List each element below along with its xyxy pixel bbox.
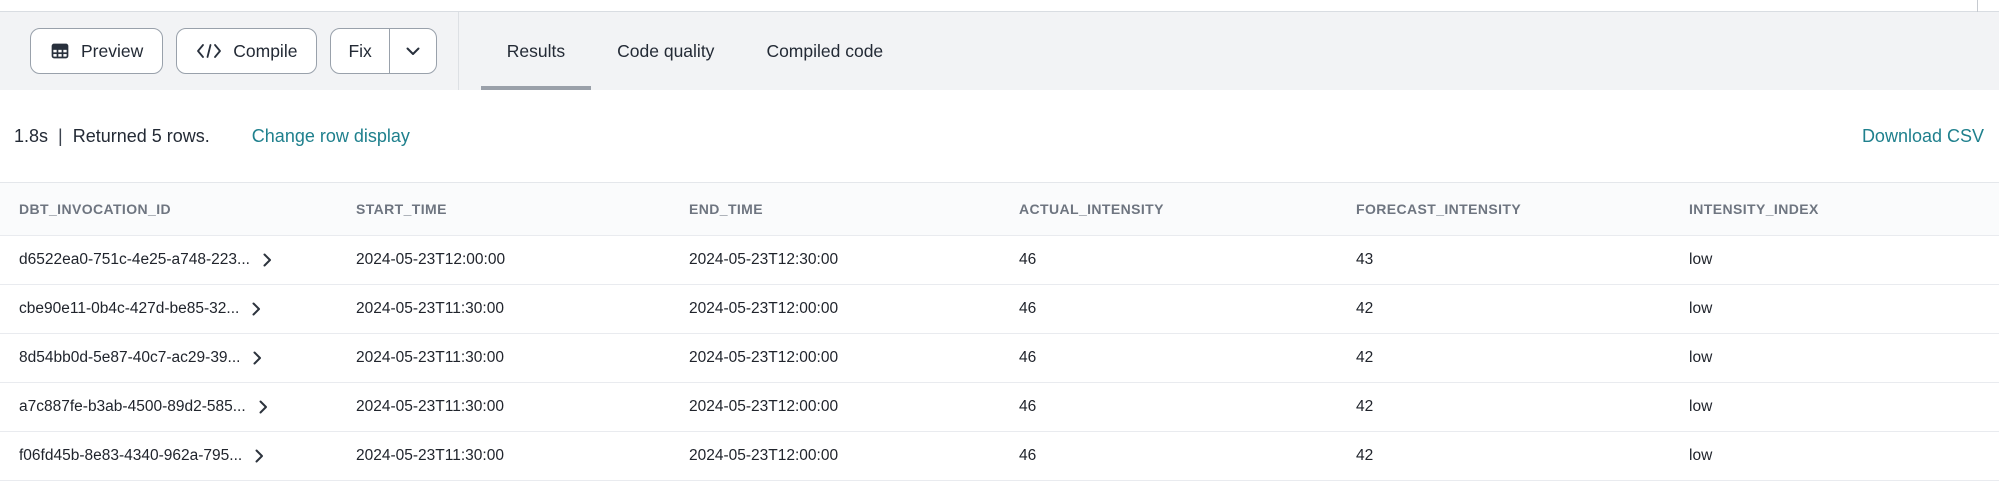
cell-dbt-invocation-id: d6522ea0-751c-4e25-a748-223... [19, 251, 356, 269]
cell-dbt-invocation-id: cbe90e11-0b4c-427d-be85-32... [19, 300, 356, 318]
status-separator: | [58, 125, 63, 146]
cell-actual-intensity: 46 [1019, 300, 1037, 317]
column-header-dbt-invocation-id: DBT_INVOCATION_ID [19, 201, 171, 217]
cell-forecast-intensity: 42 [1356, 300, 1374, 317]
cell-intensity-index: low [1689, 251, 1713, 268]
cell-forecast-intensity: 42 [1356, 447, 1374, 464]
cell-intensity-index: low [1689, 349, 1713, 366]
column-header-start-time: START_TIME [356, 201, 447, 217]
column-header-end-time: END_TIME [689, 201, 763, 217]
cell-dbt-invocation-id: f06fd45b-8e83-4340-962a-795... [19, 447, 356, 465]
cell-start-time: 2024-05-23T11:30:00 [356, 349, 504, 366]
table-row: 8d54bb0d-5e87-40c7-ac29-39... 2024-05-23… [0, 334, 1999, 383]
cell-intensity-index: low [1689, 447, 1713, 464]
table-header-row: DBT_INVOCATION_ID START_TIME END_TIME AC… [0, 183, 1999, 236]
cell-end-time: 2024-05-23T12:00:00 [689, 349, 839, 366]
cell-actual-intensity: 46 [1019, 447, 1037, 464]
column-header-forecast-intensity: FORECAST_INTENSITY [1356, 201, 1522, 217]
cell-forecast-intensity: 42 [1356, 349, 1374, 366]
cell-end-time: 2024-05-23T12:30:00 [689, 251, 839, 268]
results-tabs: Results Code quality Compiled code [480, 12, 909, 90]
cell-actual-intensity: 46 [1019, 398, 1037, 415]
tab-code-quality-label: Code quality [617, 40, 715, 61]
editor-scrollbar-edge [1977, 0, 1978, 12]
invocation-id-text: 8d54bb0d-5e87-40c7-ac29-39... [19, 349, 241, 366]
cell-intensity-index: low [1689, 300, 1713, 317]
table-icon [50, 41, 70, 61]
fix-button-label: Fix [348, 40, 372, 61]
cell-dbt-invocation-id: 8d54bb0d-5e87-40c7-ac29-39... [19, 349, 356, 367]
invocation-id-text: a7c887fe-b3ab-4500-89d2-585... [19, 398, 246, 415]
cell-actual-intensity: 46 [1019, 251, 1037, 268]
tab-results[interactable]: Results [480, 12, 592, 90]
cell-forecast-intensity: 43 [1356, 251, 1374, 268]
fix-dropdown-button[interactable] [388, 29, 436, 73]
fix-split-button: Fix [330, 28, 437, 74]
table-row: f06fd45b-8e83-4340-962a-795... 2024-05-2… [0, 432, 1999, 481]
cell-end-time: 2024-05-23T12:00:00 [689, 398, 839, 415]
code-icon [196, 43, 222, 59]
chevron-right-icon [259, 400, 267, 414]
expand-cell-button[interactable] [252, 302, 261, 316]
editor-pane-bottom-strip [0, 0, 1999, 12]
cell-start-time: 2024-05-23T11:30:00 [356, 447, 504, 464]
table-row: d6522ea0-751c-4e25-a748-223... 2024-05-2… [0, 236, 1999, 285]
tab-results-label: Results [506, 40, 566, 61]
invocation-id-text: cbe90e11-0b4c-427d-be85-32... [19, 300, 240, 317]
results-table: DBT_INVOCATION_ID START_TIME END_TIME AC… [0, 182, 1999, 481]
fix-button[interactable]: Fix [331, 29, 388, 73]
expand-cell-button[interactable] [253, 351, 262, 365]
compile-button-label: Compile [233, 40, 298, 61]
chevron-down-icon [406, 47, 420, 56]
query-status-row: 1.8s | Returned 5 rows. Change row displ… [0, 90, 1999, 182]
cell-start-time: 2024-05-23T12:00:00 [356, 251, 506, 268]
change-row-display-link[interactable]: Change row display [251, 125, 410, 146]
chevron-right-icon [263, 253, 271, 267]
compile-button[interactable]: Compile [176, 28, 318, 74]
cell-end-time: 2024-05-23T12:00:00 [689, 300, 839, 317]
preview-button-label: Preview [81, 40, 144, 61]
table-row: cbe90e11-0b4c-427d-be85-32... 2024-05-23… [0, 285, 1999, 334]
toolbar-divider [457, 12, 459, 90]
results-toolbar: Preview Compile Fix Results [0, 12, 1999, 90]
invocation-id-text: f06fd45b-8e83-4340-962a-795... [19, 447, 243, 464]
cell-end-time: 2024-05-23T12:00:00 [689, 447, 839, 464]
cell-actual-intensity: 46 [1019, 349, 1037, 366]
expand-cell-button[interactable] [255, 449, 264, 463]
column-header-intensity-index: INTENSITY_INDEX [1689, 201, 1819, 217]
tab-compiled-code-label: Compiled code [766, 40, 884, 61]
cell-intensity-index: low [1689, 398, 1713, 415]
expand-cell-button[interactable] [259, 400, 268, 414]
invocation-id-text: d6522ea0-751c-4e25-a748-223... [19, 251, 250, 268]
download-csv-link[interactable]: Download CSV [1861, 125, 1984, 146]
cell-start-time: 2024-05-23T11:30:00 [356, 398, 504, 415]
column-header-actual-intensity: ACTUAL_INTENSITY [1019, 201, 1164, 217]
preview-button[interactable]: Preview [30, 28, 164, 74]
row-count-text: Returned 5 rows. [72, 125, 210, 146]
tab-compiled-code[interactable]: Compiled code [740, 12, 909, 90]
expand-cell-button[interactable] [263, 253, 272, 267]
chevron-right-icon [252, 302, 261, 316]
table-row: a7c887fe-b3ab-4500-89d2-585... 2024-05-2… [0, 383, 1999, 432]
tab-code-quality[interactable]: Code quality [591, 12, 740, 90]
cell-forecast-intensity: 42 [1356, 398, 1374, 415]
chevron-right-icon [255, 449, 264, 463]
chevron-right-icon [253, 351, 262, 365]
query-status-summary: 1.8s | Returned 5 rows. [14, 126, 210, 147]
cell-start-time: 2024-05-23T11:30:00 [356, 300, 504, 317]
cell-dbt-invocation-id: a7c887fe-b3ab-4500-89d2-585... [19, 398, 356, 416]
query-duration: 1.8s [14, 125, 49, 146]
